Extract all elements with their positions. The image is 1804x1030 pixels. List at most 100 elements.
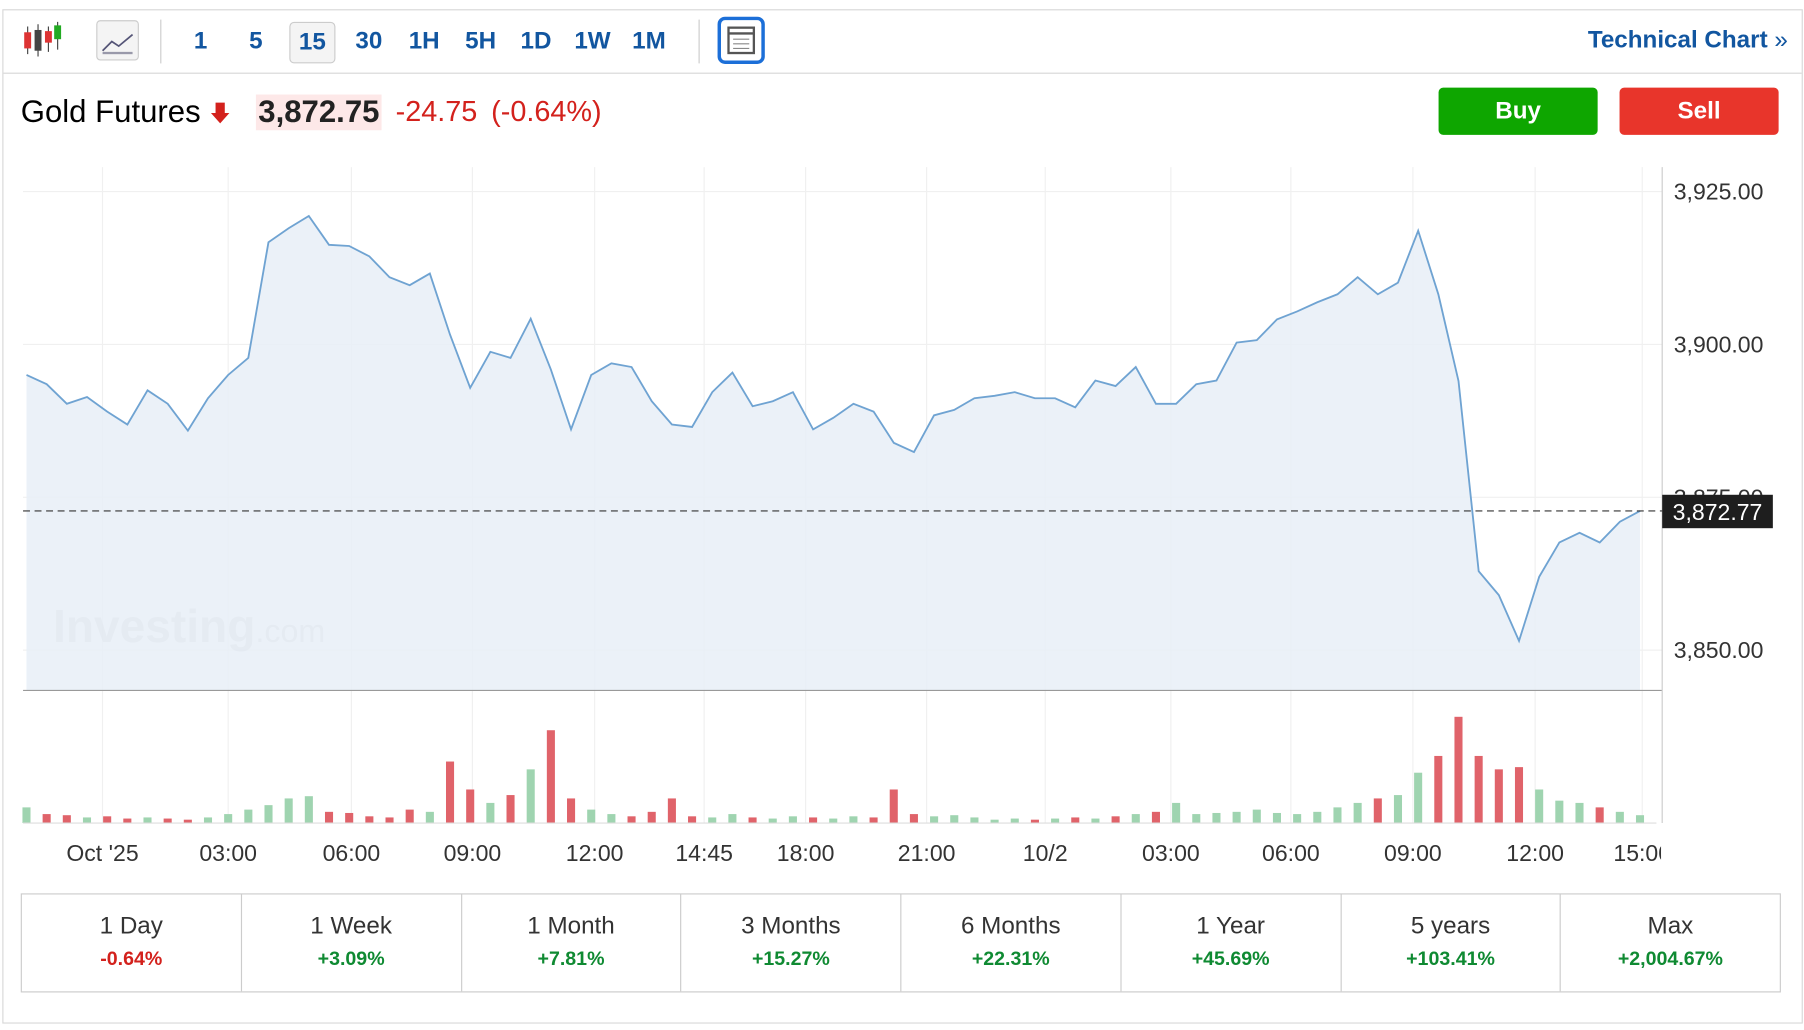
x-tick-label: 06:00 [323, 840, 381, 866]
period-label: 1 Day [99, 912, 163, 940]
period-change: +2,004.67% [1617, 947, 1723, 970]
period-change: +15.27% [751, 947, 830, 970]
x-tick-label: 15:00 [1613, 840, 1671, 866]
x-tick-label: 14:45 [675, 840, 733, 866]
volume-bar [385, 817, 394, 824]
technical-chart-link[interactable]: Technical Chart » [1588, 27, 1788, 55]
last-price-box [1662, 494, 1773, 529]
volume-bar [546, 730, 555, 824]
sell-button[interactable]: Sell [1619, 87, 1779, 135]
volume-bar [1474, 755, 1483, 824]
volume-bar [1010, 818, 1019, 824]
volume-bar [1333, 807, 1342, 824]
volume-bar [22, 807, 31, 824]
volume-bar [1071, 817, 1080, 824]
volume-bar [1434, 755, 1443, 824]
volume-bar [647, 811, 656, 824]
period-cell[interactable]: 1 Day -0.64% [22, 894, 242, 992]
interval-button[interactable]: 5H [465, 27, 497, 55]
volume-bar [324, 811, 334, 824]
volume-bar [728, 814, 737, 824]
period-change: +7.81% [537, 947, 605, 970]
period-change: +3.09% [317, 947, 385, 970]
toolbar: 1 5 15 30 1H 5H 1D 1W 1M Technical Chart » [3, 10, 1802, 74]
x-tick-label: 12:00 [1506, 840, 1564, 866]
volume-bar [466, 789, 475, 824]
volume-bar [748, 817, 757, 824]
line-icon[interactable] [96, 20, 142, 66]
interval-button[interactable]: 1M [632, 27, 666, 55]
period-label: Max [1647, 912, 1694, 940]
volume-bar [1051, 818, 1060, 824]
volume-bar [163, 818, 172, 824]
y-tick-label: 3,900.00 [1674, 332, 1764, 358]
volume-bar [1151, 811, 1160, 824]
link-text[interactable]: Technical Chart [1587, 26, 1768, 54]
volume-bar [1272, 812, 1281, 824]
interval-button[interactable]: 30 [355, 27, 383, 55]
interval-button[interactable]: 1 [193, 27, 208, 55]
interval-button[interactable]: 5 [249, 27, 263, 55]
volume-bar [950, 815, 959, 824]
volume-bar [688, 816, 697, 824]
change: -24.75 [395, 95, 478, 128]
volume-bar [486, 802, 495, 824]
period-cell[interactable]: 5 years +103.41% [1341, 894, 1562, 992]
period-label: 1 Month [527, 912, 615, 940]
candle-icon[interactable] [22, 10, 91, 72]
volume-bar [889, 789, 898, 824]
volume-bar [1393, 795, 1403, 824]
price-area [26, 216, 1641, 691]
volume-bar [506, 795, 515, 824]
buy-button[interactable]: Buy [1438, 87, 1598, 135]
volume-bar [1212, 812, 1221, 824]
period-change: -0.64% [100, 947, 163, 970]
interval-button[interactable]: 15 [289, 21, 336, 64]
volume-bar [1111, 816, 1120, 824]
volume-bar [1575, 802, 1584, 824]
interval-button[interactable]: 1D [520, 27, 552, 55]
volume-bar [405, 809, 414, 824]
period-cell[interactable]: 6 Months +22.31% [901, 894, 1122, 992]
period-cell[interactable]: 1 Week +3.09% [242, 894, 462, 992]
volume-bar [123, 818, 132, 824]
period-label: 1 Year [1196, 912, 1265, 940]
volume-bar [1131, 814, 1140, 824]
y-tick-label: 3,925.00 [1674, 179, 1764, 205]
x-tick-label: 03:00 [199, 840, 257, 866]
period-cell[interactable]: 1 Month +7.81% [462, 894, 682, 992]
period-cell[interactable]: Max +2,004.67% [1561, 894, 1780, 991]
period-change: +45.69% [1191, 947, 1270, 970]
volume-bar [183, 819, 192, 824]
last-price: 3,872.75 [255, 94, 382, 131]
x-tick-label: 09:00 [1384, 840, 1442, 866]
volume-bar [304, 796, 313, 824]
interval-button[interactable]: 1W [574, 27, 611, 55]
volume-bar [42, 814, 51, 824]
volume-bar [849, 816, 858, 824]
volume-bar [587, 809, 596, 824]
period-change: +103.41% [1406, 947, 1495, 970]
volume-bar [224, 814, 233, 824]
layout-icon[interactable] [717, 16, 765, 67]
volume-bar [445, 761, 455, 824]
volume-bar [1635, 815, 1645, 824]
volume-bar [1232, 811, 1241, 824]
interval-button[interactable]: 1H [408, 27, 440, 55]
volume-bar [708, 817, 717, 824]
volume-bar [345, 812, 354, 824]
volume-bar [1252, 809, 1261, 824]
period-cell[interactable]: 3 Months +15.27% [682, 894, 902, 992]
period-cell[interactable]: 1 Year +45.69% [1121, 894, 1342, 992]
volume-bar [809, 817, 818, 824]
period-change: +22.31% [971, 947, 1050, 970]
divider [160, 19, 162, 64]
frame: 1 5 15 30 1H 5H 1D 1W 1M Technical Chart » [2, 9, 1803, 1024]
period-label: 3 Months [741, 912, 841, 940]
x-tick-label: 03:00 [1142, 840, 1200, 866]
volume-bar [1373, 798, 1382, 824]
volume-bar [768, 818, 777, 824]
x-tick-label: Oct '25 [66, 840, 138, 866]
x-tick-label: 18:00 [777, 840, 835, 866]
